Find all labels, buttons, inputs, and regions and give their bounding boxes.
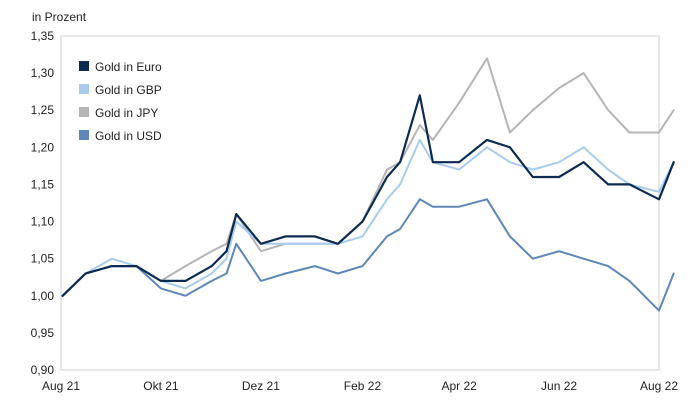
y-tick-label: 1,05 [31, 252, 55, 266]
y-tick-label: 0,90 [31, 363, 55, 377]
y-tick-label: 1,30 [31, 66, 55, 80]
legend-label: Gold in Euro [95, 60, 162, 74]
legend-label: Gold in JPY [95, 106, 158, 120]
legend-swatch [79, 84, 89, 94]
series-line-gold-in-gbp [61, 138, 675, 297]
series-layer [61, 57, 675, 312]
unit-label: in Prozent [32, 10, 87, 24]
legend-label: Gold in USD [95, 129, 162, 143]
series-line-gold-in-euro [61, 94, 675, 297]
y-tick-label: 1,20 [31, 140, 55, 154]
x-tick-label: Apr 22 [441, 379, 477, 393]
x-tick-label: Feb 22 [344, 379, 382, 393]
x-tick-label: Okt 21 [143, 379, 179, 393]
x-tick-label: Jun 22 [541, 379, 577, 393]
y-tick-label: 1,00 [31, 289, 55, 303]
legend-swatch [79, 107, 89, 117]
series-line-gold-in-jpy [61, 57, 675, 297]
x-axis: Aug 21 Okt 21 Dez 21 Feb 22 Apr 22 Jun 22 Aug … [42, 379, 678, 393]
y-tick-label: 1,10 [31, 215, 55, 229]
x-tick-label: Aug 22 [640, 379, 678, 393]
y-tick-label: 0,95 [31, 326, 55, 340]
y-tick-label: 1,15 [31, 177, 55, 191]
legend: Gold in Euro Gold in GBP Gold in JPY Gold i… [79, 60, 162, 143]
y-tick-label: 1,25 [31, 103, 55, 117]
x-tick-label: Dez 21 [242, 379, 280, 393]
legend-swatch [79, 61, 89, 71]
plot-frame [60, 35, 660, 371]
y-tick-label: 1,35 [31, 29, 55, 43]
series-line-gold-in-usd [61, 198, 675, 312]
y-axis: 0,90 0,95 1,00 1,05 1,10 1,15 1,20 1,25 1,30 1,35 [31, 29, 55, 377]
x-tick-label: Aug 21 [42, 379, 80, 393]
legend-label: Gold in GBP [95, 83, 162, 97]
legend-swatch [79, 130, 89, 140]
